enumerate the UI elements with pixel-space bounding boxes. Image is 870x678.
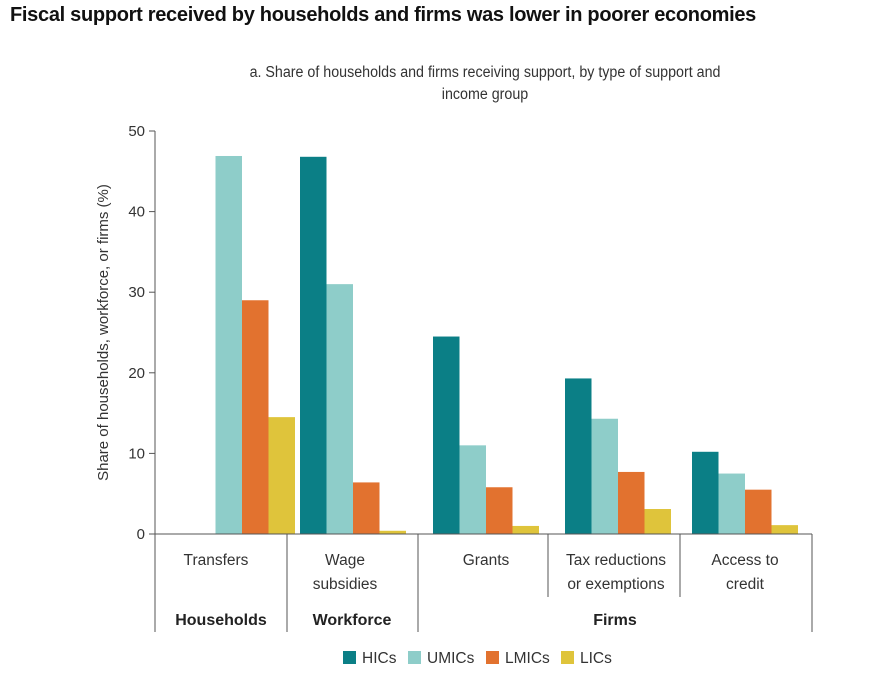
category-label: Grants [463, 552, 510, 569]
legend-label-umics: UMICs [427, 650, 475, 667]
category-label: Tax reductions [566, 552, 666, 569]
bar-lics-4 [644, 509, 671, 534]
bar-hics-5 [692, 451, 719, 534]
plot-area: 0 10 20 30 40 50 Share of households, workforc… [95, 123, 813, 667]
category-label: or exemptions [567, 576, 665, 593]
bar-lmics-2 [353, 482, 380, 534]
category-label: credit [726, 576, 765, 593]
category-label: Transfers [184, 552, 249, 569]
legend-swatch-umics [408, 651, 421, 664]
bar-lmics-4 [618, 471, 645, 534]
bar-umics-5 [718, 473, 745, 534]
bar-hics-4 [565, 378, 592, 534]
y-tick-label: 0 [137, 526, 145, 543]
legend-label-lics: LICs [580, 650, 612, 667]
group-label-workforce: Workforce [313, 612, 392, 629]
y-axis-title: Share of households, workforce, or firms… [95, 184, 112, 481]
bar-lics-1 [268, 417, 295, 534]
legend-label-lmics: LMICs [505, 650, 550, 667]
group-label-firms: Firms [593, 612, 637, 629]
y-tick-label: 30 [128, 284, 145, 301]
bar-lics-5 [771, 525, 798, 534]
bar-umics-1 [215, 155, 242, 534]
y-tick-label: 10 [128, 445, 145, 462]
bar-umics-4 [591, 418, 618, 534]
category-label: Wage [325, 552, 365, 569]
chart-subtitle-line-2: income group [441, 86, 529, 103]
bar-lmics-3 [486, 487, 513, 534]
legend-swatch-hics [343, 651, 356, 664]
bar-lics-3 [512, 525, 539, 534]
bar-umics-2 [326, 284, 353, 534]
chart-subtitle-line-1: a. Share of households and firms receivi… [249, 64, 721, 81]
chart-subtitle: a. Share of households and firms receivi… [223, 62, 747, 106]
category-label: subsidies [313, 576, 378, 593]
bar-hics-2 [300, 156, 327, 535]
bar-umics-3 [459, 445, 486, 534]
bar-lmics-5 [745, 489, 772, 534]
y-tick-label: 20 [128, 365, 145, 382]
category-label: Access to [711, 552, 778, 569]
y-tick-label: 40 [128, 204, 145, 221]
bar-lics-2 [379, 530, 406, 534]
group-label-households: Households [175, 612, 267, 629]
legend-swatch-lmics [486, 651, 499, 664]
bar-lmics-1 [242, 300, 269, 534]
y-tick-label: 50 [128, 123, 145, 140]
chart-title: Fiscal support received by households an… [10, 4, 756, 26]
legend-swatch-lics [561, 651, 574, 664]
legend-label-hics: HICs [362, 650, 397, 667]
bar-hics-3 [433, 336, 460, 534]
